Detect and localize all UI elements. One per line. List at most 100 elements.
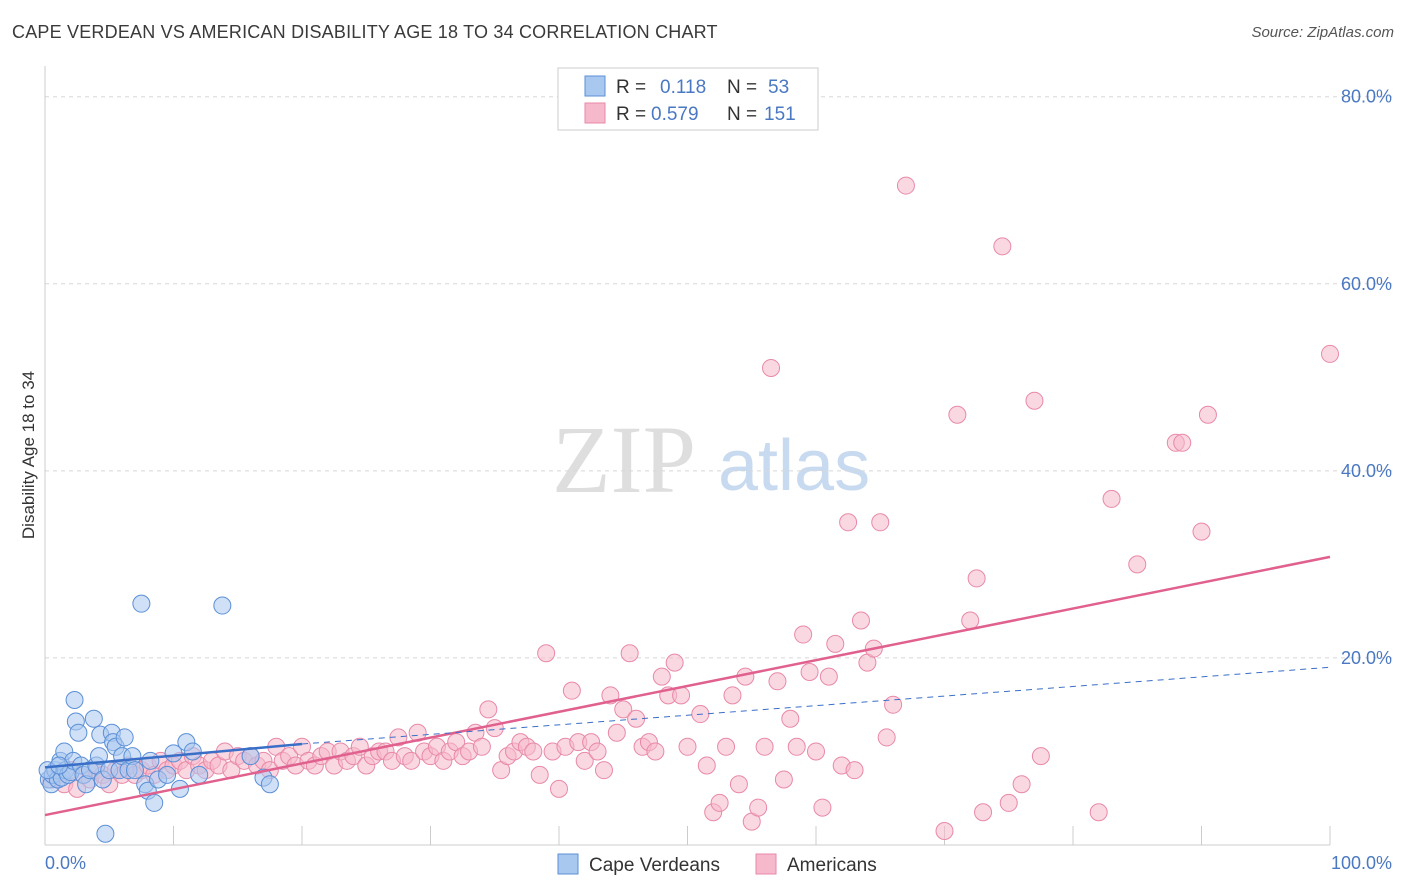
american-point [1025, 391, 1044, 410]
american-point [800, 662, 819, 681]
american-point [607, 723, 626, 742]
american-point [472, 737, 491, 756]
legend-swatch-cape-verdeans [557, 853, 579, 875]
american-point [845, 761, 864, 780]
american-point [768, 672, 787, 691]
american-point [877, 728, 896, 747]
american-point [646, 742, 665, 761]
american-point [620, 644, 639, 663]
cape-verdean-point [190, 765, 209, 784]
source-label: Source: ZipAtlas.com [1251, 24, 1394, 41]
american-point [813, 798, 832, 817]
american-point [993, 237, 1012, 256]
cape-verdeans-trend-extension [301, 666, 1331, 745]
y-tick-label: 20.0% [1341, 648, 1392, 668]
cape-verdean-point [158, 765, 177, 784]
series-legend: Cape Verdeans Americans [557, 853, 877, 876]
american-point [1173, 433, 1192, 452]
american-point [871, 513, 890, 532]
correlation-legend: R = 0.118 N = 53 R = 0.579 N = 151 [557, 67, 819, 131]
american-point [479, 700, 498, 719]
y-tick-label: 60.0% [1341, 274, 1392, 294]
cape-verdeans-points [38, 594, 279, 843]
cape-verdean-point [96, 824, 115, 843]
cape-verdean-point [260, 775, 279, 794]
cape-verdean-point [89, 747, 108, 766]
x-axis-ticks: 0.0% 100.0% [44, 826, 1392, 873]
chart-title: CAPE VERDEAN VS AMERICAN DISABILITY AGE … [12, 22, 718, 42]
watermark-zip: ZIP [552, 406, 696, 513]
cape-verdean-point [115, 728, 134, 747]
cape-verdean-point [65, 691, 84, 710]
american-point [826, 634, 845, 653]
american-point [774, 770, 793, 789]
american-point [819, 667, 838, 686]
american-point [678, 737, 697, 756]
american-point [948, 405, 967, 424]
cape-verdean-point [213, 596, 232, 615]
cape-verdean-point [125, 761, 144, 780]
legend-r-value: 0.579 [651, 104, 699, 125]
americans-trend-line [44, 555, 1331, 817]
x-tick-label: 0.0% [45, 853, 86, 873]
legend-n-value: 151 [764, 104, 796, 125]
american-point [485, 719, 504, 738]
legend-swatch-americans [755, 853, 777, 875]
legend-r-value: 0.118 [660, 77, 706, 98]
american-point [974, 803, 993, 822]
legend-n-label: N = [727, 104, 757, 125]
y-axis-label: Disability Age 18 to 34 [19, 371, 38, 539]
american-point [1128, 555, 1147, 574]
cape-verdean-point [141, 751, 160, 770]
american-point [537, 644, 556, 663]
cape-verdean-point [69, 723, 88, 742]
american-point [575, 751, 594, 770]
legend-r-label: R = [616, 77, 646, 98]
american-point [550, 779, 568, 798]
american-point [961, 611, 980, 630]
american-point [652, 667, 671, 686]
legend-swatch-blue [584, 75, 606, 97]
cape-verdean-point [164, 744, 183, 763]
american-point [1031, 747, 1050, 766]
legend-n-label: N = [727, 77, 757, 98]
legend-swatch-pink [584, 102, 606, 124]
american-point [562, 681, 581, 700]
cape-verdeans-trend-line [44, 742, 303, 769]
american-point [787, 737, 806, 756]
trend-lines [44, 555, 1331, 817]
american-point [588, 742, 607, 761]
american-point [723, 686, 742, 705]
cape-verdean-point [132, 594, 151, 613]
american-point [999, 793, 1018, 812]
american-point [749, 798, 768, 817]
american-point [1102, 489, 1121, 508]
legend-label-cape-verdeans: Cape Verdeans [589, 855, 720, 876]
american-point [896, 176, 915, 195]
american-point [717, 737, 736, 756]
american-point [781, 709, 800, 728]
american-point [807, 742, 825, 761]
y-tick-label: 80.0% [1341, 87, 1392, 107]
american-point [1012, 775, 1031, 794]
american-point [710, 793, 729, 812]
american-point [755, 737, 774, 756]
american-point [967, 569, 986, 588]
american-point [665, 653, 684, 672]
american-point [1089, 803, 1108, 822]
american-point [762, 358, 781, 377]
y-axis-tick-labels: 20.0% 40.0% 60.0% 80.0% [1341, 87, 1392, 668]
cape-verdean-point [84, 709, 103, 728]
american-point [839, 513, 858, 532]
american-point [697, 756, 716, 775]
gridlines [45, 96, 1392, 659]
american-point [402, 751, 421, 770]
american-point [851, 611, 870, 630]
cape-verdean-point [183, 742, 202, 761]
american-point [884, 695, 903, 714]
watermark-atlas: atlas [718, 426, 870, 506]
legend-r-label: R = [616, 104, 646, 125]
american-point [1321, 344, 1339, 363]
american-point [524, 742, 543, 761]
